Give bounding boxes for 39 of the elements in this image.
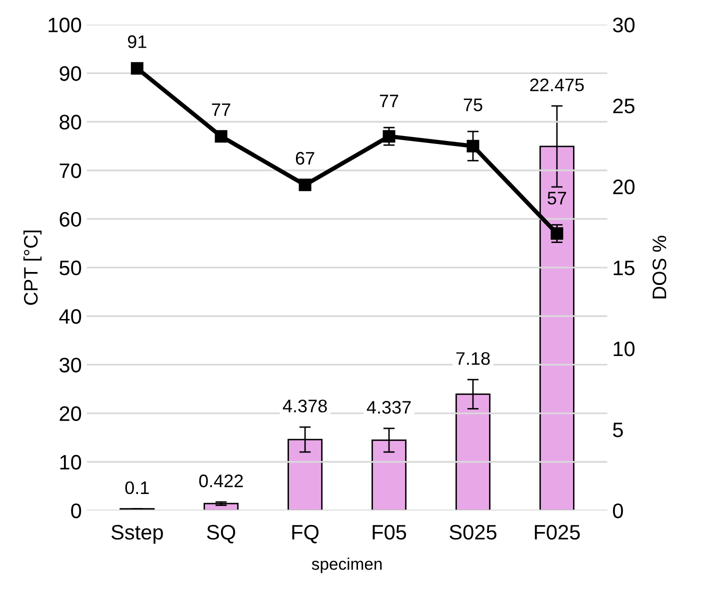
data-label: 77 (212, 104, 230, 116)
data-label: 91 (128, 35, 146, 48)
data-label: 7.18 (456, 352, 490, 365)
x-tick-label: S025 (450, 524, 496, 540)
data-label: 57 (548, 192, 566, 205)
data-label: 22.475 (530, 78, 584, 92)
y-axis-title: CPT [°C] (23, 230, 42, 305)
x-tick-label: F05 (372, 524, 406, 540)
y-tick-label: 100 (48, 18, 82, 32)
y-tick-label: 80 (60, 114, 82, 130)
data-label: 0.1 (125, 481, 149, 494)
y2-axis-title: DOS % (652, 236, 666, 298)
y2-tick-label: 10 (614, 342, 635, 356)
data-label: 4.337 (366, 400, 411, 414)
y2-tick-label: 15 (614, 260, 634, 276)
data-label: 4.378 (282, 400, 327, 412)
y-tick-label: 20 (60, 406, 82, 422)
y2-tick-label: 0 (612, 503, 623, 518)
data-label: 67 (296, 152, 314, 165)
y-tick-label: 60 (60, 212, 82, 227)
y2-tick-label: 30 (612, 18, 635, 32)
data-label: 0.422 (199, 474, 243, 488)
y-tick-label: 90 (60, 66, 82, 81)
y2-tick-label: 25 (613, 98, 634, 114)
data-label: 75 (464, 98, 482, 112)
y-tick-label: 0 (71, 503, 82, 518)
y-tick-label: 10 (60, 454, 82, 470)
y2-tick-label: 20 (613, 180, 635, 194)
y2-tick-label: 5 (613, 422, 623, 438)
y-tick-label: 50 (60, 260, 82, 276)
y-tick-label: 40 (59, 309, 82, 324)
x-tick-label: F025 (534, 524, 580, 540)
x-tick-label: FQ (292, 524, 319, 544)
x-axis-title: specimen (312, 558, 382, 574)
y-tick-label: 30 (60, 358, 82, 372)
x-tick-label: SQ (206, 524, 236, 544)
x-tick-label: Sstep (111, 524, 163, 544)
y-tick-label: 70 (60, 163, 82, 178)
data-label: 77 (380, 94, 398, 108)
